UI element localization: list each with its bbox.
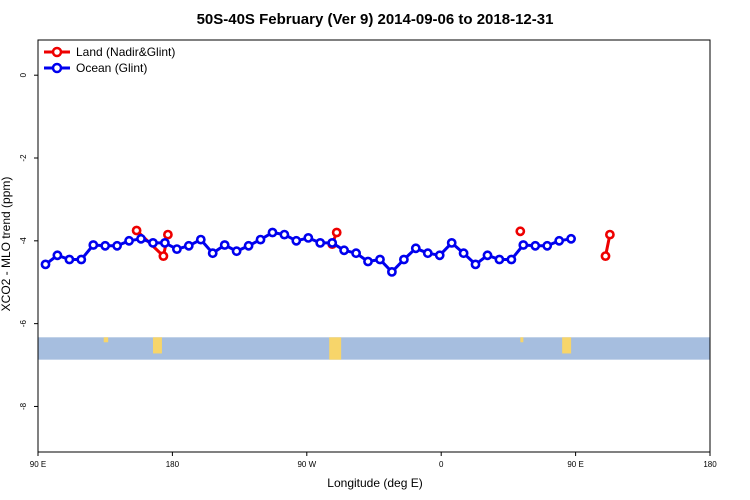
series-1-point-0-9 <box>148 237 158 248</box>
series-1-point-0-37 <box>482 250 493 261</box>
series-0-point-2-0 <box>515 226 526 237</box>
series-1-point-0-12 <box>183 240 194 251</box>
y-tick-label-1: -2 <box>19 154 28 162</box>
series-1-point-0-39 <box>506 254 517 265</box>
series-1-point-0-16 <box>231 246 242 257</box>
series-1-point-0-11 <box>171 244 182 254</box>
series-1 <box>40 227 576 277</box>
series-1-point-0-5 <box>100 240 111 251</box>
series-1-point-0-32 <box>422 248 433 259</box>
series-1-point-0-19 <box>267 227 278 238</box>
series-1-point-0-17 <box>243 240 254 251</box>
y-tick-label-2: -4 <box>19 237 28 245</box>
x-axis-label: Longitude (deg E) <box>327 476 422 490</box>
x-tick-label-2: 90 W <box>297 460 316 469</box>
series-1-point-0-7 <box>124 235 135 246</box>
series-1-point-0-21 <box>291 235 302 246</box>
plot-frame <box>37 39 711 453</box>
x-tick-label-3: 0 <box>439 460 444 469</box>
series-1-point-0-38 <box>494 254 505 265</box>
series-1-point-0-44 <box>566 233 576 244</box>
latitude-band <box>38 337 710 360</box>
legend-item-ocean: Ocean (Glint) <box>44 61 147 75</box>
land-patch-4 <box>562 337 572 354</box>
series-0-point-3-1 <box>605 229 615 240</box>
series-0-point-0-1 <box>158 251 169 261</box>
x-tick-label-0: 90 E <box>30 460 46 469</box>
y-tick-label-0: 0 <box>19 72 28 77</box>
legend-label-land: Land (Nadir&Glint) <box>76 45 175 59</box>
land-patch-3 <box>520 337 524 343</box>
series-1-point-0-43 <box>554 235 565 246</box>
ocean-band <box>38 337 710 360</box>
series-1-point-0-13 <box>195 234 206 245</box>
series-1-point-0-2 <box>64 254 75 265</box>
legend-marker-ocean <box>51 62 63 74</box>
land-patch-2 <box>329 337 342 360</box>
series-1-point-0-31 <box>410 243 421 254</box>
series-1-point-0-20 <box>279 229 290 240</box>
y-tick-label-4: -8 <box>19 402 28 410</box>
series-1-point-0-42 <box>542 240 553 251</box>
y-axis-label: XCO2 - MLO trend (ppm) <box>0 177 13 312</box>
series-1-point-0-40 <box>518 240 529 250</box>
series-1-point-0-34 <box>446 237 457 248</box>
series-1-point-0-22 <box>303 232 314 243</box>
series-1-point-0-25 <box>339 245 349 256</box>
series-1-point-0-14 <box>207 248 218 259</box>
series-1-point-0-23 <box>315 237 326 248</box>
series-1-point-0-28 <box>375 254 385 265</box>
x-tick-label-5: 180 <box>703 460 717 469</box>
series-1-point-0-27 <box>363 256 373 267</box>
series-1-point-0-10 <box>159 237 170 248</box>
series-1-point-0-0 <box>40 259 51 270</box>
series-1-point-0-1 <box>52 250 63 261</box>
series-1-point-0-41 <box>530 240 541 251</box>
series-0-point-0-2 <box>162 229 173 240</box>
series-layer <box>40 225 615 277</box>
legend: Land (Nadir&Glint) Ocean (Glint) <box>44 45 175 75</box>
series-0-point-1-1 <box>331 227 342 238</box>
series-1-point-0-15 <box>219 240 230 250</box>
legend-label-ocean: Ocean (Glint) <box>76 61 147 75</box>
x-tick-label-1: 180 <box>166 460 180 469</box>
legend-item-land: Land (Nadir&Glint) <box>44 45 175 59</box>
series-1-point-0-26 <box>351 248 361 259</box>
series-1-point-0-24 <box>327 237 338 248</box>
chart-title: 50S-40S February (Ver 9) 2014-09-06 to 2… <box>197 11 554 28</box>
series-1-point-0-30 <box>398 254 409 265</box>
series-1-point-0-4 <box>88 240 99 250</box>
x-tick-label-4: 90 E <box>567 460 583 469</box>
series-1-point-0-35 <box>458 248 469 259</box>
series-0-point-3-0 <box>600 251 611 261</box>
series-1-point-0-18 <box>255 234 266 245</box>
series-1-point-0-8 <box>136 233 146 244</box>
y-tick-label-3: -6 <box>19 320 28 328</box>
series-1-point-0-33 <box>434 250 445 261</box>
land-patch-1 <box>152 337 162 354</box>
legend-marker-land <box>51 46 63 58</box>
series-1-point-0-3 <box>76 254 87 265</box>
series-1-point-0-36 <box>470 259 481 270</box>
series-1-point-0-29 <box>386 266 397 277</box>
series-0-point-0-0 <box>131 225 142 236</box>
land-patch-0 <box>103 337 109 343</box>
axis-ticks: 90 E 180 90 W 0 90 E 180 0 -2 -4 -6 -8 <box>19 72 717 469</box>
series-1-point-0-6 <box>112 240 122 251</box>
